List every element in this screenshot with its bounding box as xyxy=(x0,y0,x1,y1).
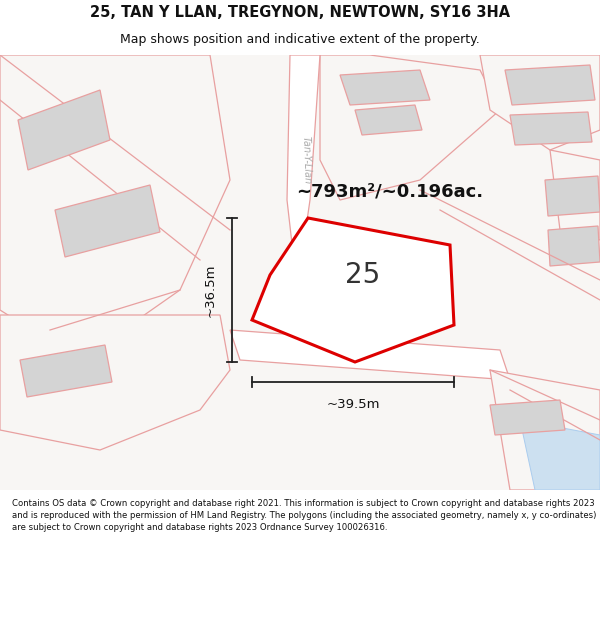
Polygon shape xyxy=(340,70,430,105)
Text: ~36.5m: ~36.5m xyxy=(203,263,217,317)
Polygon shape xyxy=(320,55,500,200)
Polygon shape xyxy=(230,330,510,380)
Polygon shape xyxy=(20,345,112,397)
Polygon shape xyxy=(287,55,320,270)
Polygon shape xyxy=(505,65,595,105)
Text: Contains OS data © Crown copyright and database right 2021. This information is : Contains OS data © Crown copyright and d… xyxy=(12,499,596,532)
Text: Map shows position and indicative extent of the property.: Map shows position and indicative extent… xyxy=(120,33,480,46)
Text: 25, TAN Y LLAN, TREGYNON, NEWTOWN, SY16 3HA: 25, TAN Y LLAN, TREGYNON, NEWTOWN, SY16 … xyxy=(90,4,510,19)
Polygon shape xyxy=(18,90,110,170)
Polygon shape xyxy=(355,105,422,135)
Polygon shape xyxy=(0,55,230,360)
Polygon shape xyxy=(520,420,600,490)
Polygon shape xyxy=(252,218,454,362)
Polygon shape xyxy=(510,112,592,145)
Text: 25: 25 xyxy=(345,261,380,289)
Text: ~39.5m: ~39.5m xyxy=(326,398,380,411)
Text: ~793m²/~0.196ac.: ~793m²/~0.196ac. xyxy=(296,183,484,201)
Polygon shape xyxy=(545,176,600,216)
Polygon shape xyxy=(55,185,160,257)
Ellipse shape xyxy=(296,256,314,284)
Polygon shape xyxy=(548,226,600,266)
Text: Tan-Y-Llan: Tan-Y-Llan xyxy=(300,136,312,184)
Polygon shape xyxy=(480,55,600,150)
Polygon shape xyxy=(490,400,565,435)
Polygon shape xyxy=(550,150,600,240)
Polygon shape xyxy=(0,315,230,450)
Polygon shape xyxy=(490,370,600,490)
